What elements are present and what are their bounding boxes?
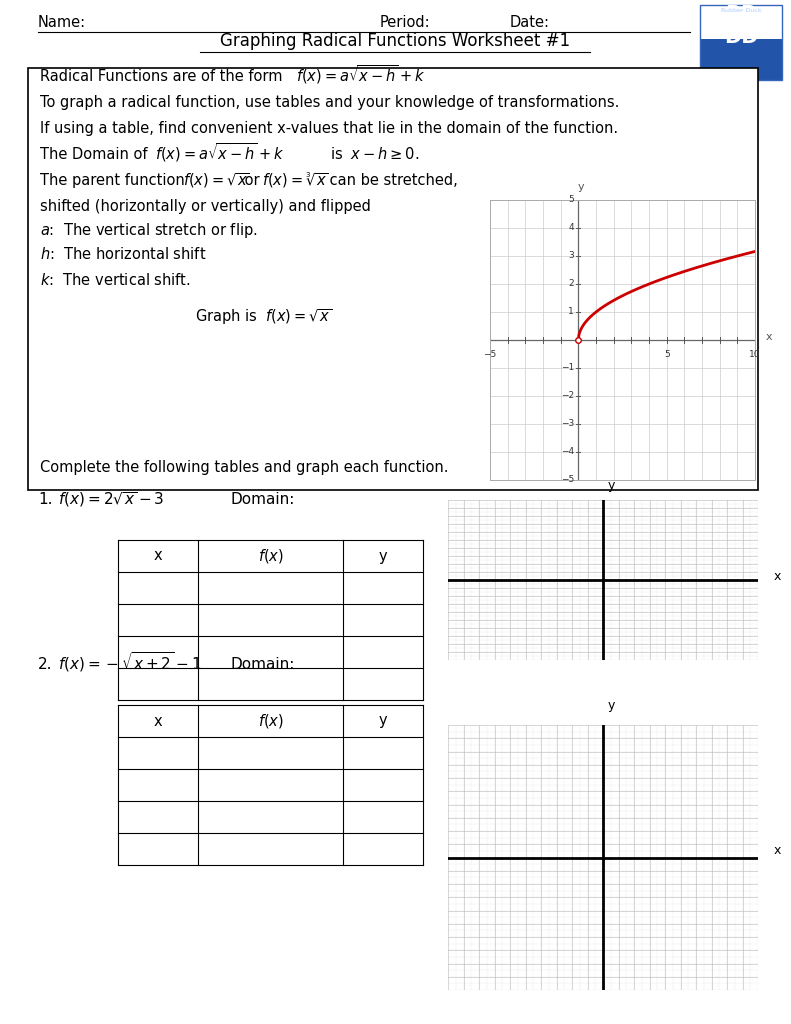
- Text: 10: 10: [749, 350, 761, 358]
- Text: $f(x)$: $f(x)$: [258, 712, 283, 730]
- Text: $f(x) = \sqrt[3]{x}$: $f(x) = \sqrt[3]{x}$: [262, 171, 329, 190]
- Text: −3: −3: [561, 420, 574, 428]
- Text: Graph is  $f(x) = \sqrt{x}$: Graph is $f(x) = \sqrt{x}$: [195, 307, 332, 327]
- Text: Graphing Radical Functions Worksheet #1: Graphing Radical Functions Worksheet #1: [220, 32, 570, 50]
- Text: −2: −2: [561, 391, 574, 400]
- Text: or: or: [240, 173, 264, 188]
- Text: To graph a radical function, use tables and your knowledge of transformations.: To graph a radical function, use tables …: [40, 95, 619, 110]
- Text: Date:: Date:: [510, 15, 550, 30]
- Text: 5: 5: [664, 350, 669, 358]
- Text: $f(x) = a\sqrt{x-h} + k$: $f(x) = a\sqrt{x-h} + k$: [296, 63, 426, 86]
- Text: −4: −4: [561, 447, 574, 457]
- Text: −1: −1: [561, 364, 574, 373]
- Text: 4: 4: [568, 223, 574, 232]
- Text: 5: 5: [568, 196, 574, 205]
- Text: y: y: [607, 479, 615, 492]
- Text: −5: −5: [561, 475, 574, 484]
- Text: 1: 1: [568, 307, 574, 316]
- Text: The parent function: The parent function: [40, 173, 185, 188]
- Text: Period:: Period:: [380, 15, 430, 30]
- Text: Name:: Name:: [38, 15, 86, 30]
- Text: $f(x) = \sqrt{x}$: $f(x) = \sqrt{x}$: [183, 171, 250, 190]
- Text: Domain:: Domain:: [230, 492, 294, 507]
- Text: is  $x - h \geq 0$.: is $x - h \geq 0$.: [330, 146, 419, 162]
- Text: $f(x) = 2\sqrt{x} - 3$: $f(x) = 2\sqrt{x} - 3$: [58, 490, 165, 509]
- Text: x: x: [766, 332, 772, 342]
- Text: RP: RP: [725, 5, 757, 25]
- Text: x: x: [153, 714, 162, 728]
- Text: −5: −5: [483, 350, 497, 358]
- Text: 2: 2: [568, 280, 574, 289]
- Text: Rubber Duck: Rubber Duck: [721, 8, 761, 13]
- Text: shifted (horizontally or vertically) and flipped: shifted (horizontally or vertically) and…: [40, 199, 371, 214]
- Text: x: x: [153, 549, 162, 563]
- Text: $h$:  The horizontal shift: $h$: The horizontal shift: [40, 246, 206, 262]
- Bar: [28, 68, 758, 490]
- Bar: [700, 5, 782, 80]
- Text: x: x: [774, 569, 781, 583]
- Text: Domain:: Domain:: [230, 657, 294, 672]
- Text: y: y: [607, 698, 615, 712]
- Text: $f(x) = a\sqrt{x-h} + k$: $f(x) = a\sqrt{x-h} + k$: [155, 141, 285, 164]
- Bar: [700, 39, 782, 80]
- Text: DD: DD: [724, 27, 759, 47]
- Text: The Domain of: The Domain of: [40, 147, 147, 162]
- Text: $a$:  The vertical stretch or flip.: $a$: The vertical stretch or flip.: [40, 221, 258, 240]
- Text: y: y: [577, 181, 585, 191]
- Text: 1.: 1.: [38, 492, 52, 507]
- Text: y: y: [379, 549, 388, 563]
- Text: 2.: 2.: [38, 657, 52, 672]
- Text: Radical Functions are of the form: Radical Functions are of the form: [40, 69, 282, 84]
- Text: 3: 3: [568, 252, 574, 260]
- Text: x: x: [774, 845, 781, 857]
- Text: Complete the following tables and graph each function.: Complete the following tables and graph …: [40, 460, 448, 475]
- Text: $k$:  The vertical shift.: $k$: The vertical shift.: [40, 272, 191, 288]
- Text: $f(x) = -\sqrt{x+2} - 1$: $f(x) = -\sqrt{x+2} - 1$: [58, 650, 202, 674]
- Text: can be stretched,: can be stretched,: [325, 173, 458, 188]
- Text: If using a table, find convenient x-values that lie in the domain of the functio: If using a table, find convenient x-valu…: [40, 121, 618, 136]
- Text: y: y: [379, 714, 388, 728]
- Text: $f(x)$: $f(x)$: [258, 547, 283, 565]
